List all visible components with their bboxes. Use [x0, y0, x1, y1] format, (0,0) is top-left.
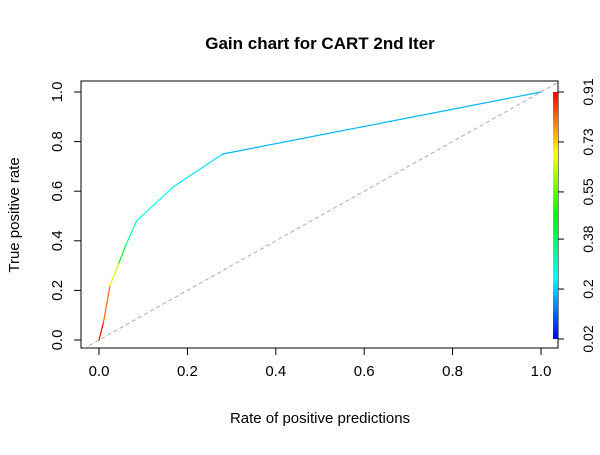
- colorbar-tick-label: 0.38: [580, 225, 596, 252]
- x-tick-label: 0.2: [177, 363, 198, 380]
- colorbar-tick-label: 0.73: [580, 128, 596, 155]
- colorbar-ticks: 0.02 0.2 0.38 0.55 0.73 0.91: [558, 78, 596, 353]
- gain-curve-segment: [124, 220, 138, 247]
- y-tick-label: 0.4: [49, 230, 66, 251]
- gain-curve-segment: [98, 322, 105, 341]
- y-tick-label: 1.0: [49, 82, 66, 103]
- y-axis: 0.0 0.2 0.4 0.6 0.8 1.0: [49, 82, 81, 351]
- gain-curve-segment: [222, 91, 542, 155]
- colorbar-tick-label: 0.02: [580, 325, 596, 352]
- x-tick-label: 1.0: [531, 363, 552, 380]
- gain-curve-segment: [102, 284, 111, 324]
- x-tick-label: 0.6: [354, 363, 375, 380]
- y-tick-label: 0.2: [49, 280, 66, 301]
- chart-title: Gain chart for CART 2nd Iter: [205, 34, 435, 53]
- plot-area: [83, 81, 558, 348]
- gain-curve-segment: [109, 262, 120, 287]
- y-tick-label: 0.6: [49, 181, 66, 202]
- x-axis-label: Rate of positive predictions: [230, 410, 410, 427]
- gain-curve-segment: [135, 185, 175, 222]
- y-tick-label: 0.0: [49, 330, 66, 351]
- plot-frame: [80, 80, 559, 349]
- y-axis-label: True positive rate: [6, 157, 23, 272]
- colorbar-tick-label: 0.91: [580, 78, 596, 105]
- gain-curve-segment: [118, 245, 127, 264]
- reference-diagonal-line: [83, 81, 558, 348]
- x-axis: 0.0 0.2 0.4 0.6 0.8 1.0: [89, 348, 552, 380]
- x-tick-label: 0.4: [265, 363, 286, 380]
- x-tick-label: 0.8: [442, 363, 463, 380]
- colorbar-tick-label: 0.55: [580, 178, 596, 205]
- colorbar-tick-label: 0.2: [580, 279, 596, 299]
- colorbar: [553, 92, 558, 339]
- gain-curve-segment: [173, 153, 224, 187]
- y-tick-label: 0.8: [49, 131, 66, 152]
- x-tick-label: 0.0: [89, 363, 110, 380]
